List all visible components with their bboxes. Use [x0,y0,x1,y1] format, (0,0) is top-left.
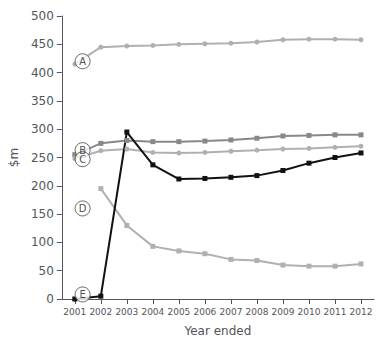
svg-text:300: 300 [31,122,54,136]
svg-text:2008: 2008 [245,307,268,317]
svg-text:2012: 2012 [350,307,373,317]
svg-text:350: 350 [31,94,54,108]
svg-text:2002: 2002 [89,307,112,317]
svg-text:2011: 2011 [324,307,347,317]
svg-text:2006: 2006 [193,307,216,317]
svg-text:2003: 2003 [115,307,138,317]
svg-text:2009: 2009 [271,307,294,317]
svg-text:$m: $m [7,148,21,167]
svg-text:150: 150 [31,207,54,221]
svg-text:2001: 2001 [63,307,86,317]
svg-text:200: 200 [31,179,54,193]
svg-text:250: 250 [31,151,54,165]
svg-text:2007: 2007 [219,307,242,317]
svg-text:450: 450 [31,37,54,51]
svg-text:500: 500 [31,9,54,23]
svg-text:100: 100 [31,235,54,249]
svg-text:C: C [79,154,86,165]
svg-text:0: 0 [46,292,54,306]
svg-text:2010: 2010 [298,307,321,317]
svg-text:Year ended: Year ended [183,324,251,338]
svg-text:D: D [79,203,87,214]
svg-text:E: E [79,289,85,300]
svg-text:A: A [79,56,86,67]
svg-text:B: B [79,144,87,156]
svg-text:50: 50 [39,264,54,278]
svg-text:2004: 2004 [141,307,164,317]
svg-text:2005: 2005 [167,307,190,317]
svg-text:400: 400 [31,66,54,80]
